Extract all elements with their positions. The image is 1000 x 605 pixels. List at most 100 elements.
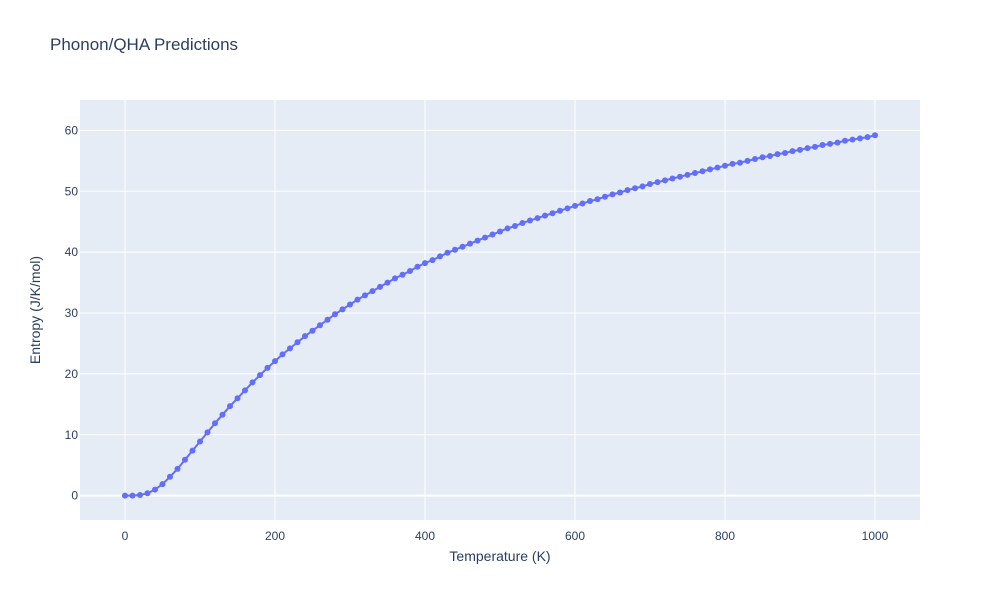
data-point[interactable]: [804, 145, 811, 152]
data-point[interactable]: [459, 243, 466, 250]
data-point[interactable]: [789, 148, 796, 155]
data-point[interactable]: [287, 345, 293, 352]
data-point[interactable]: [302, 333, 308, 340]
data-point[interactable]: [129, 492, 136, 499]
data-point[interactable]: [729, 160, 736, 167]
data-point[interactable]: [174, 465, 181, 472]
data-point[interactable]: [384, 279, 391, 286]
data-point[interactable]: [504, 225, 511, 232]
data-point[interactable]: [377, 283, 383, 290]
data-point[interactable]: [482, 234, 488, 241]
data-point[interactable]: [519, 219, 526, 226]
data-point[interactable]: [602, 193, 608, 200]
data-point[interactable]: [167, 473, 173, 480]
data-point[interactable]: [849, 136, 856, 143]
data-point[interactable]: [264, 364, 271, 371]
data-point[interactable]: [452, 246, 458, 253]
data-point[interactable]: [737, 159, 743, 166]
data-point[interactable]: [489, 231, 496, 238]
data-point[interactable]: [812, 143, 818, 150]
data-point[interactable]: [714, 164, 721, 171]
data-point[interactable]: [827, 140, 833, 147]
data-point[interactable]: [189, 447, 196, 454]
data-point[interactable]: [647, 181, 653, 187]
data-point[interactable]: [707, 166, 713, 173]
data-point[interactable]: [444, 249, 451, 256]
data-point[interactable]: [527, 217, 533, 224]
data-point[interactable]: [767, 153, 773, 159]
data-point[interactable]: [309, 327, 316, 334]
data-point[interactable]: [272, 358, 278, 365]
data-point[interactable]: [332, 311, 338, 318]
data-point[interactable]: [257, 372, 263, 379]
data-point[interactable]: [864, 134, 871, 141]
data-point[interactable]: [782, 149, 788, 156]
data-point[interactable]: [204, 429, 211, 436]
data-point[interactable]: [234, 395, 241, 402]
data-point[interactable]: [279, 351, 286, 358]
data-point[interactable]: [624, 187, 631, 194]
data-point[interactable]: [219, 411, 226, 418]
data-point[interactable]: [669, 175, 676, 182]
data-point[interactable]: [197, 438, 203, 445]
data-point[interactable]: [857, 135, 863, 142]
data-point[interactable]: [752, 156, 758, 163]
data-point[interactable]: [414, 263, 421, 270]
data-point[interactable]: [339, 306, 346, 313]
data-point[interactable]: [422, 260, 428, 267]
data-point[interactable]: [497, 228, 503, 235]
data-point[interactable]: [474, 237, 481, 244]
data-point[interactable]: [557, 207, 563, 214]
data-point[interactable]: [617, 189, 623, 196]
data-point[interactable]: [249, 379, 256, 386]
data-point[interactable]: [144, 490, 151, 497]
data-point[interactable]: [294, 339, 301, 346]
data-point[interactable]: [609, 191, 616, 198]
data-point[interactable]: [722, 162, 728, 169]
data-point[interactable]: [324, 316, 331, 323]
data-point[interactable]: [549, 210, 556, 217]
data-point[interactable]: [347, 301, 353, 308]
data-point[interactable]: [242, 387, 248, 394]
data-point[interactable]: [542, 212, 548, 219]
data-point[interactable]: [872, 132, 878, 139]
data-point[interactable]: [369, 288, 376, 295]
data-point[interactable]: [362, 292, 368, 299]
data-point[interactable]: [819, 142, 826, 149]
data-point[interactable]: [467, 240, 473, 247]
data-point[interactable]: [159, 481, 166, 488]
data-point[interactable]: [759, 154, 766, 161]
data-point[interactable]: [182, 456, 188, 463]
data-point[interactable]: [392, 275, 398, 282]
data-point[interactable]: [429, 257, 436, 264]
data-point[interactable]: [594, 196, 601, 203]
data-point[interactable]: [227, 403, 233, 410]
data-point[interactable]: [662, 177, 668, 184]
data-point[interactable]: [354, 296, 361, 303]
data-point[interactable]: [587, 198, 593, 205]
data-point[interactable]: [692, 170, 698, 177]
data-point[interactable]: [317, 322, 323, 329]
data-point[interactable]: [834, 139, 841, 146]
data-point[interactable]: [579, 200, 586, 207]
data-point[interactable]: [684, 171, 691, 178]
data-point[interactable]: [137, 492, 143, 499]
data-point[interactable]: [534, 215, 541, 222]
data-point[interactable]: [152, 486, 158, 493]
data-point[interactable]: [564, 205, 571, 212]
data-point[interactable]: [437, 253, 443, 260]
data-point[interactable]: [744, 157, 751, 164]
data-point[interactable]: [699, 168, 706, 175]
data-point[interactable]: [774, 151, 781, 158]
data-point[interactable]: [122, 492, 128, 499]
data-point[interactable]: [399, 271, 406, 278]
data-point[interactable]: [407, 268, 413, 275]
data-point[interactable]: [212, 420, 218, 427]
data-point[interactable]: [572, 202, 578, 209]
data-point[interactable]: [512, 223, 518, 229]
data-point[interactable]: [654, 179, 661, 186]
data-point[interactable]: [842, 137, 848, 144]
data-point[interactable]: [677, 173, 683, 180]
data-point[interactable]: [797, 146, 803, 153]
data-point[interactable]: [632, 185, 638, 192]
